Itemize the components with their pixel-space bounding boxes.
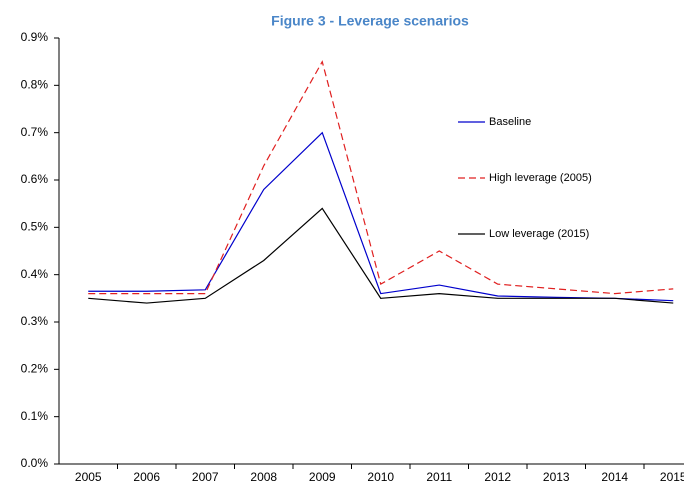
legend-text: Low leverage (2015) [489,228,589,240]
x-tick-label: 2010 [367,470,394,484]
x-tick-label: 2007 [192,470,219,484]
y-tick-label: 0.4% [21,267,49,281]
y-tick-label: 0.9% [21,30,49,44]
series-line [88,207,674,304]
y-tick-label: 0.8% [21,78,49,92]
y-tick-label: 0.5% [21,220,49,234]
y-tick-label: 0.3% [21,314,49,328]
y-tick-label: 0.0% [21,456,49,470]
x-tick-label: 2015 [660,470,684,484]
x-tick-label: 2014 [601,470,628,484]
legend-text: High leverage (2005) [489,172,592,184]
x-tick-label: 2011 [426,470,452,484]
legend-text: Baseline [489,116,531,128]
y-tick-label: 0.1% [21,409,49,423]
y-tick-label: 0.7% [21,125,49,139]
x-tick-label: 2005 [75,470,102,484]
x-tick-label: 2009 [309,470,336,484]
chart-title: Figure 3 - Leverage scenarios [271,13,469,29]
x-tick-label: 2012 [484,470,511,484]
x-tick-label: 2013 [543,470,570,484]
series-line [88,131,674,302]
y-tick-label: 0.2% [21,362,49,376]
x-tick-label: 2006 [133,470,160,484]
y-tick-label: 0.6% [21,172,49,186]
x-tick-label: 2008 [250,470,277,484]
series-line [88,60,674,295]
